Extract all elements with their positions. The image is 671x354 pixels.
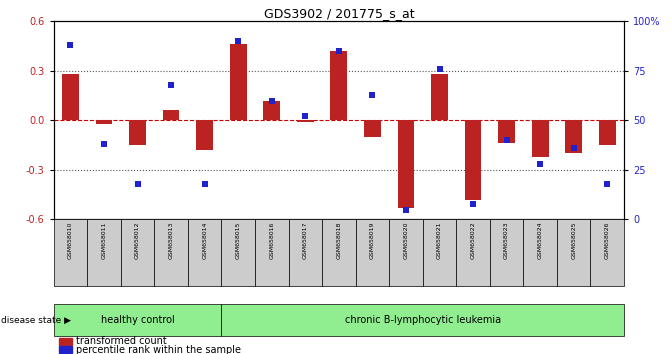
Text: GSM658025: GSM658025 xyxy=(571,221,576,259)
Bar xyxy=(87,219,121,286)
Bar xyxy=(62,74,79,120)
Bar xyxy=(59,338,72,345)
Bar xyxy=(423,219,456,286)
Text: GSM658016: GSM658016 xyxy=(269,221,274,258)
Point xyxy=(568,145,579,151)
Bar xyxy=(96,120,113,124)
Text: percentile rank within the sample: percentile rank within the sample xyxy=(76,345,242,354)
Text: GSM658019: GSM658019 xyxy=(370,221,375,259)
Point xyxy=(401,207,411,212)
Bar xyxy=(297,120,313,122)
Bar xyxy=(331,51,348,120)
Bar xyxy=(464,120,482,200)
Bar xyxy=(498,120,515,143)
Bar xyxy=(229,44,247,120)
Point xyxy=(132,181,143,187)
Point xyxy=(300,114,311,119)
Text: GSM658021: GSM658021 xyxy=(437,221,442,259)
Text: GSM658012: GSM658012 xyxy=(135,221,140,259)
Bar xyxy=(557,219,590,286)
Text: GSM658026: GSM658026 xyxy=(605,221,610,259)
Bar xyxy=(356,219,389,286)
Bar xyxy=(54,304,221,336)
Text: GSM658011: GSM658011 xyxy=(101,221,107,258)
Text: GSM658020: GSM658020 xyxy=(403,221,409,259)
Point xyxy=(367,92,378,97)
Text: GSM658018: GSM658018 xyxy=(336,221,342,258)
Point xyxy=(468,201,478,206)
Bar xyxy=(163,110,180,120)
Bar xyxy=(490,219,523,286)
Bar xyxy=(59,346,72,353)
Bar xyxy=(255,219,289,286)
Bar xyxy=(566,120,582,153)
Bar xyxy=(197,120,213,150)
Text: GSM658015: GSM658015 xyxy=(236,221,241,258)
Text: GSM658017: GSM658017 xyxy=(303,221,308,259)
Text: GSM658024: GSM658024 xyxy=(537,221,543,259)
Text: GSM658013: GSM658013 xyxy=(168,221,174,259)
Point xyxy=(199,181,210,187)
Bar xyxy=(121,219,154,286)
Bar xyxy=(154,219,188,286)
Text: GSM658022: GSM658022 xyxy=(470,221,476,259)
Bar xyxy=(456,219,490,286)
Text: disease state ▶: disease state ▶ xyxy=(1,316,70,325)
Point xyxy=(535,161,546,167)
Title: GDS3902 / 201775_s_at: GDS3902 / 201775_s_at xyxy=(264,7,414,20)
Point xyxy=(333,48,344,54)
Bar xyxy=(523,219,557,286)
Text: GSM658023: GSM658023 xyxy=(504,221,509,259)
Point xyxy=(99,141,109,147)
Bar xyxy=(221,219,255,286)
Text: GSM658014: GSM658014 xyxy=(202,221,207,259)
Text: transformed count: transformed count xyxy=(76,336,167,346)
Bar xyxy=(431,74,448,120)
Point xyxy=(434,66,445,72)
Point xyxy=(266,98,277,103)
Point xyxy=(233,38,244,44)
Bar xyxy=(322,219,356,286)
Bar xyxy=(590,219,624,286)
Bar xyxy=(397,120,415,208)
Text: healthy control: healthy control xyxy=(101,315,174,325)
Text: chronic B-lymphocytic leukemia: chronic B-lymphocytic leukemia xyxy=(345,315,501,325)
Bar xyxy=(364,120,381,137)
Bar xyxy=(263,101,280,120)
Bar xyxy=(532,120,549,157)
Point xyxy=(501,137,512,143)
Bar xyxy=(221,304,624,336)
Bar xyxy=(188,219,221,286)
Bar xyxy=(54,219,87,286)
Bar xyxy=(599,120,616,145)
Point xyxy=(65,42,76,48)
Text: GSM658010: GSM658010 xyxy=(68,221,73,258)
Point xyxy=(602,181,613,187)
Bar xyxy=(389,219,423,286)
Bar xyxy=(289,219,322,286)
Point xyxy=(166,82,176,87)
Bar xyxy=(130,120,146,145)
